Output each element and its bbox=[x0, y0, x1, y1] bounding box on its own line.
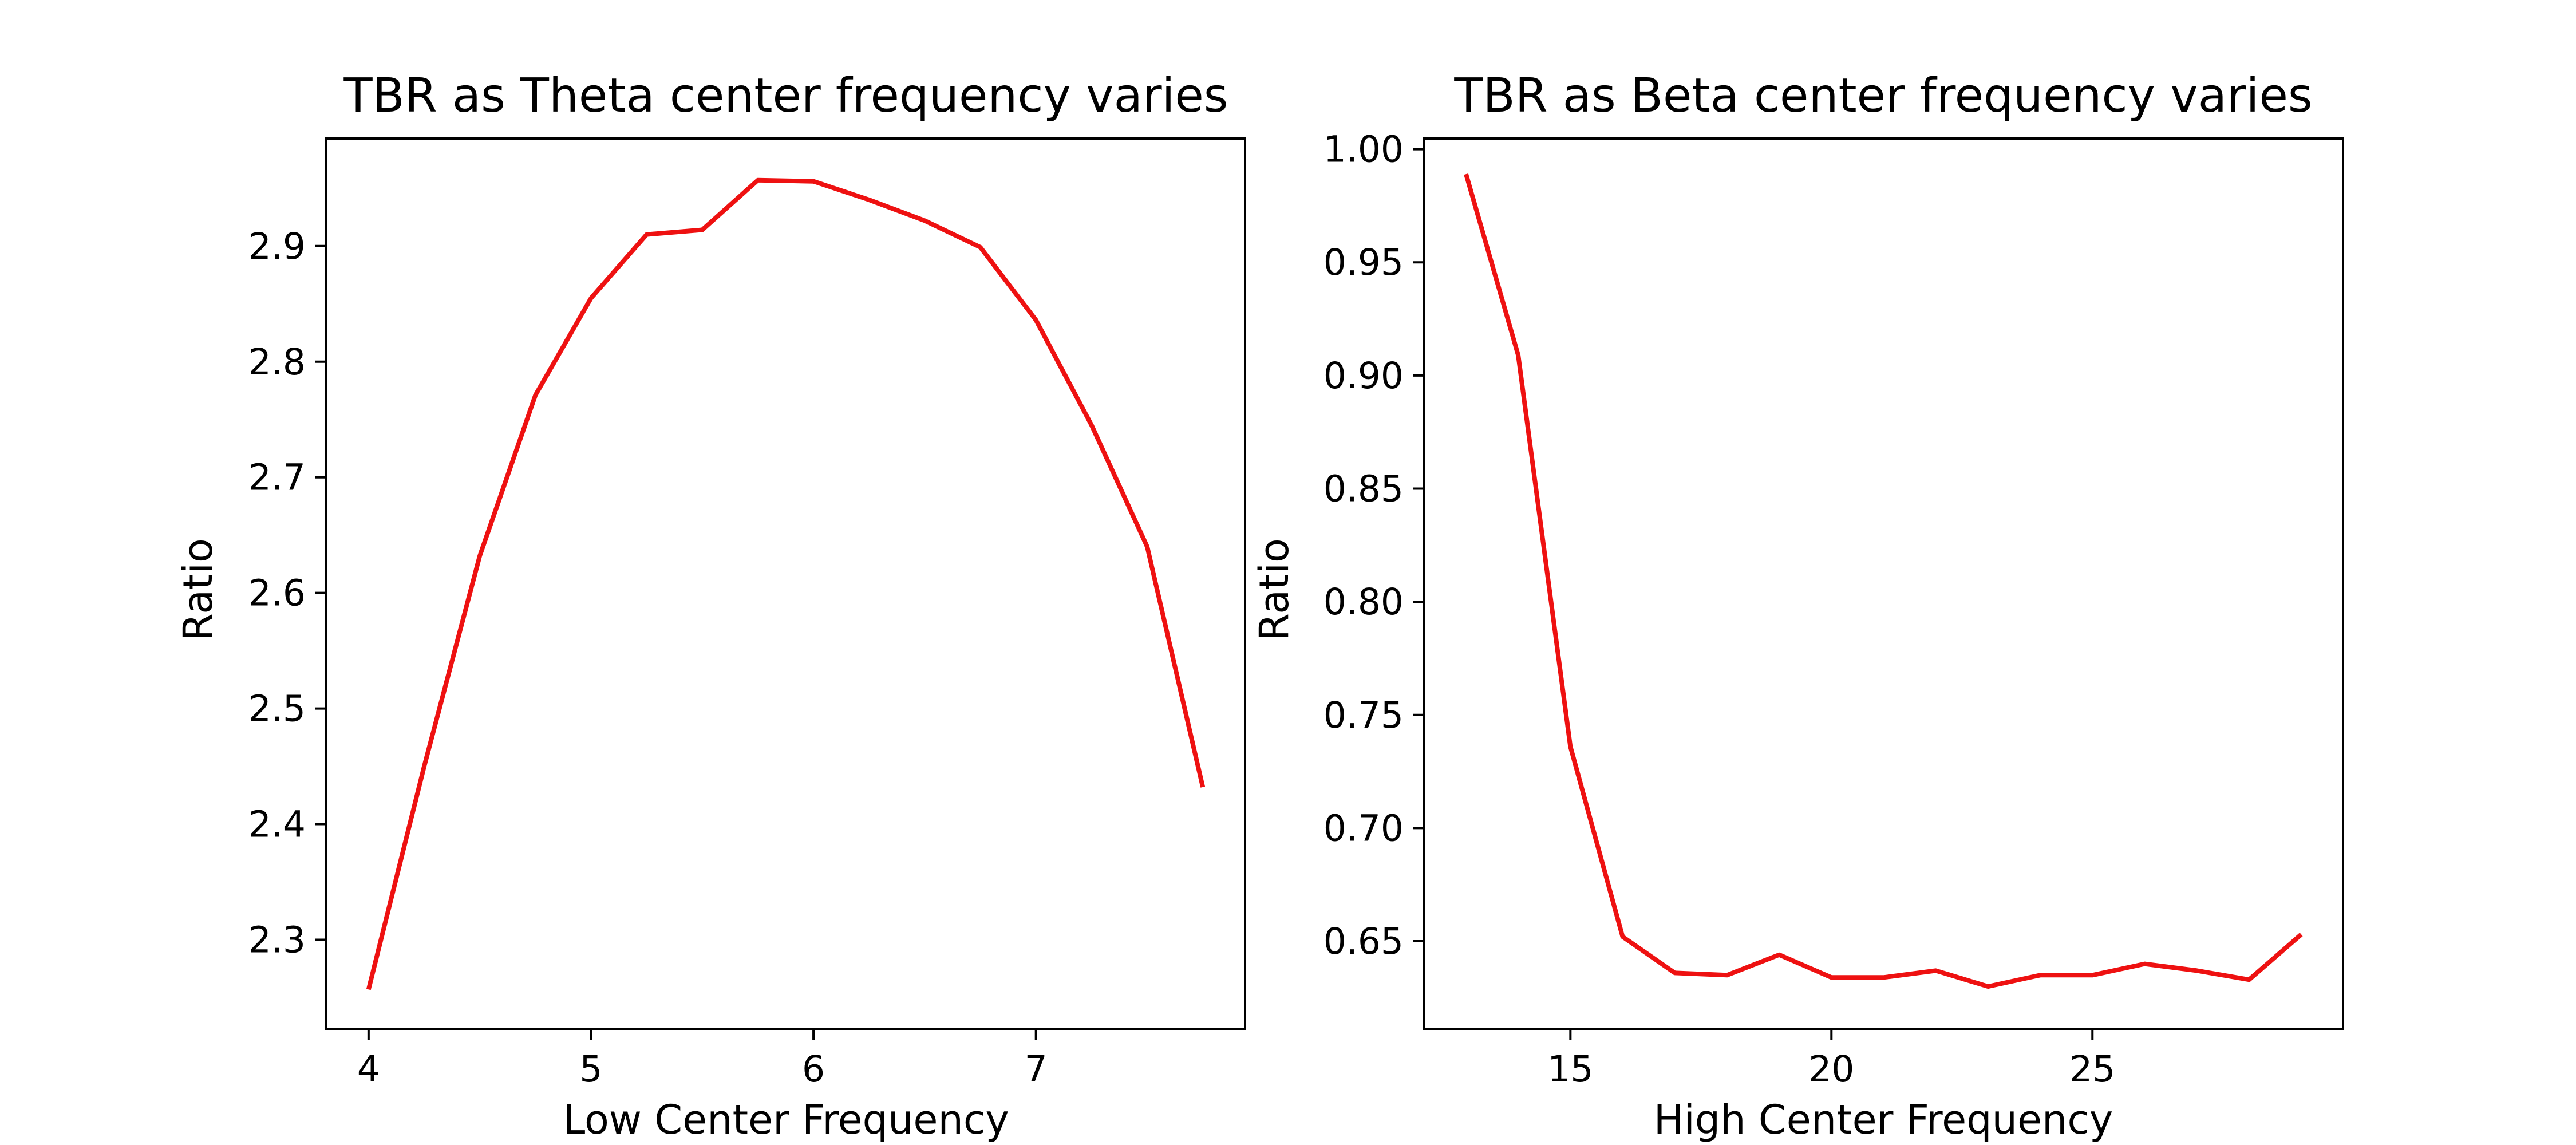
y-tick-label: 0.95 bbox=[1323, 242, 1404, 283]
axis-ticks: 4 5 6 7 2.3 2.4 2.5 2.6 2.7 2.8 2.9 bbox=[248, 226, 1048, 1090]
axis-ticks: 15 20 25 0.65 0.70 0.75 0.80 0.85 0.90 0.95 1.00 bbox=[1323, 129, 2116, 1090]
y-axis-label: Ratio bbox=[175, 538, 222, 641]
y-tick-label: 2.5 bbox=[248, 688, 306, 730]
y-tick-label: 0.80 bbox=[1323, 581, 1404, 623]
plot-frame bbox=[1423, 137, 2344, 1030]
y-tick-label: 2.4 bbox=[248, 804, 306, 846]
chart-title: TBR as Beta center frequency varies bbox=[1453, 69, 2312, 123]
plot-frame bbox=[325, 137, 1246, 1030]
y-tick-label: 0.70 bbox=[1323, 807, 1404, 849]
y-tick-label: 2.3 bbox=[248, 919, 306, 961]
y-axis-label: Ratio bbox=[1251, 538, 1298, 641]
series-line bbox=[366, 177, 1206, 990]
x-tick-label: 6 bbox=[802, 1048, 825, 1090]
x-axis-label: Low Center Frequency bbox=[563, 1096, 1009, 1143]
y-tick-label: 0.65 bbox=[1323, 921, 1404, 962]
y-tick-label: 0.75 bbox=[1323, 694, 1404, 736]
x-tick-label: 4 bbox=[357, 1048, 380, 1090]
y-tick-label: 2.8 bbox=[248, 341, 306, 383]
chart-title: TBR as Theta center frequency varies bbox=[343, 69, 1228, 123]
y-tick-label: 0.90 bbox=[1323, 355, 1404, 397]
x-tick-label: 20 bbox=[1808, 1048, 1854, 1090]
x-tick-label: 25 bbox=[2069, 1048, 2115, 1090]
x-tick-label: 15 bbox=[1547, 1048, 1593, 1090]
y-tick-label: 2.6 bbox=[248, 572, 306, 614]
chart-theta: TBR as Theta center frequency varies Low… bbox=[175, 69, 1246, 1143]
x-tick-label: 5 bbox=[579, 1048, 602, 1090]
y-tick-label: 2.9 bbox=[248, 226, 306, 267]
y-tick-label: 0.85 bbox=[1323, 468, 1404, 510]
series-line bbox=[1464, 173, 2303, 989]
x-tick-label: 7 bbox=[1025, 1048, 1048, 1090]
y-tick-label: 2.7 bbox=[248, 457, 306, 499]
x-axis-label: High Center Frequency bbox=[1654, 1096, 2113, 1143]
chart-beta: TBR as Beta center frequency varies High… bbox=[1251, 69, 2344, 1143]
y-tick-label: 1.00 bbox=[1323, 129, 1404, 171]
